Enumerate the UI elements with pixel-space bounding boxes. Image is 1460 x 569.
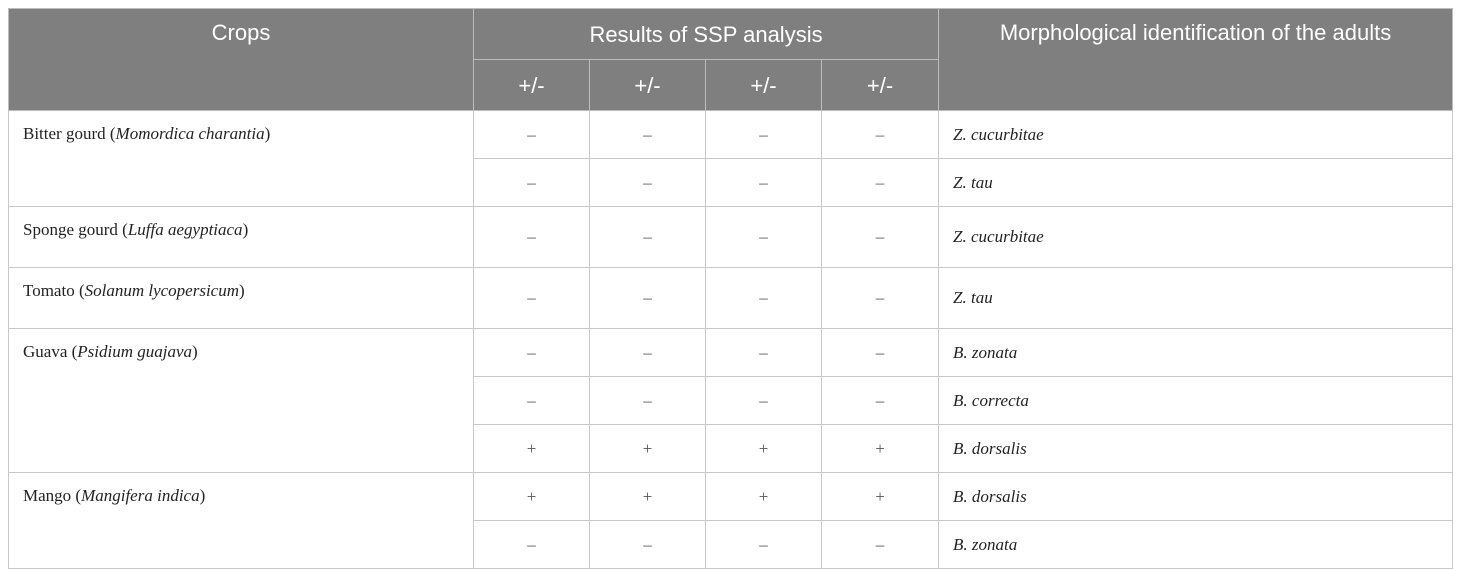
crop-text: Momordica charantia — [115, 124, 265, 143]
result-cell: – — [473, 267, 590, 329]
result-cell: + — [473, 472, 590, 521]
species-cell: Z. cucurbitae — [938, 206, 1454, 268]
crop-cell: Bitter gourd (Momordica charantia) — [8, 110, 474, 207]
result-cell: – — [473, 158, 590, 207]
crop-text: Mango ( — [23, 486, 82, 505]
crop-cell: Mango (Mangifera indica) — [8, 472, 474, 569]
crop-text: Tomato ( — [23, 281, 85, 300]
crop-cell: Tomato (Solanum lycopersicum) — [8, 267, 474, 329]
table-row: + + + + B. dorsalis — [9, 424, 1454, 473]
header-cell: Results of SSP analysis — [472, 8, 940, 60]
crop-text: ) — [192, 342, 198, 361]
crop-cell: Guava (Psidium guajava) — [8, 328, 474, 473]
header-cell: Morphological identification of the adul… — [938, 8, 1454, 111]
result-cell: – — [820, 520, 940, 569]
page: Crops Results of SSP analysis Morphologi… — [8, 8, 1454, 569]
header-cell: +/- — [473, 59, 590, 111]
result-cell: – — [473, 376, 590, 425]
result-cell: – — [589, 328, 706, 377]
result-cell: – — [705, 158, 822, 207]
result-cell: + — [589, 472, 706, 521]
crop-text: Bitter gourd ( — [23, 124, 116, 143]
crop-text: Luffa aegyptiaca — [127, 220, 243, 239]
result-cell: – — [589, 267, 706, 329]
result-cell: – — [473, 206, 590, 268]
species-cell: B. zonata — [938, 328, 1454, 377]
result-cell: – — [820, 376, 940, 425]
result-cell: – — [705, 376, 822, 425]
crop-text: Sponge gourd ( — [23, 220, 128, 239]
table-row: Guava (Psidium guajava) – – – – B. zonata — [8, 328, 1454, 473]
result-cell: – — [473, 110, 590, 159]
result-cell: – — [705, 206, 822, 268]
result-cell: – — [820, 267, 940, 329]
table-row: Tomato (Solanum lycopersicum) – – – – Z. tau — [8, 267, 1454, 329]
result-cell: – — [820, 110, 940, 159]
result-cell: – — [589, 206, 706, 268]
header-cell: Crops — [8, 8, 474, 111]
crop-text: Mangifera indica — [81, 486, 200, 505]
result-cell: + — [705, 424, 822, 473]
crop-text: ) — [264, 124, 271, 143]
result-cell: + — [473, 424, 590, 473]
header-cell: +/- — [705, 59, 822, 111]
result-cell: – — [820, 206, 940, 268]
table-row: – – – – Z. tau — [9, 158, 1454, 207]
header-cell: +/- — [820, 59, 940, 111]
crop-text: ) — [242, 220, 249, 239]
crop-text: ) — [239, 281, 245, 300]
result-cell: – — [473, 520, 590, 569]
table-row: Sponge gourd (Luffa aegyptiaca) – – – – Z. cu… — [8, 206, 1454, 268]
species-cell: Z. tau — [938, 158, 1454, 207]
result-cell: – — [705, 328, 822, 377]
species-cell: B. dorsalis — [938, 472, 1454, 521]
species-cell: Z. cucurbitae — [938, 110, 1454, 159]
result-cell: + — [820, 472, 940, 521]
table-row: Mango (Mangifera indica) + + + + B. dorsalis — [8, 472, 1454, 569]
result-cell: – — [705, 520, 822, 569]
crop-text: Psidium guajava — [77, 342, 193, 361]
species-cell: B. dorsalis — [938, 424, 1454, 473]
crop-text: ) — [199, 486, 206, 505]
result-cell: + — [820, 424, 940, 473]
result-cell: + — [589, 424, 706, 473]
crop-cell: Sponge gourd (Luffa aegyptiaca) — [8, 206, 474, 268]
table-row: Bitter gourd (Momordica charantia) – – – – Z.… — [8, 110, 1454, 207]
result-cell: – — [589, 158, 706, 207]
crop-text: Solanum lycopersicum — [84, 281, 239, 300]
data-table: Crops Results of SSP analysis Morphologi… — [8, 8, 1454, 569]
species-cell: Z. tau — [938, 267, 1454, 329]
table-row: – – – – B. correcta — [9, 376, 1454, 425]
result-cell: + — [705, 472, 822, 521]
result-cell: – — [589, 520, 706, 569]
result-cell: – — [820, 158, 940, 207]
result-cell: – — [589, 110, 706, 159]
result-cell: – — [705, 110, 822, 159]
header-cell: +/- — [589, 59, 706, 111]
species-cell: B. zonata — [938, 520, 1454, 569]
result-cell: – — [705, 267, 822, 329]
result-cell: – — [473, 328, 590, 377]
result-cell: – — [589, 376, 706, 425]
result-cell: – — [820, 328, 940, 377]
crop-text: Guava ( — [23, 342, 78, 361]
species-cell: B. correcta — [938, 376, 1454, 425]
